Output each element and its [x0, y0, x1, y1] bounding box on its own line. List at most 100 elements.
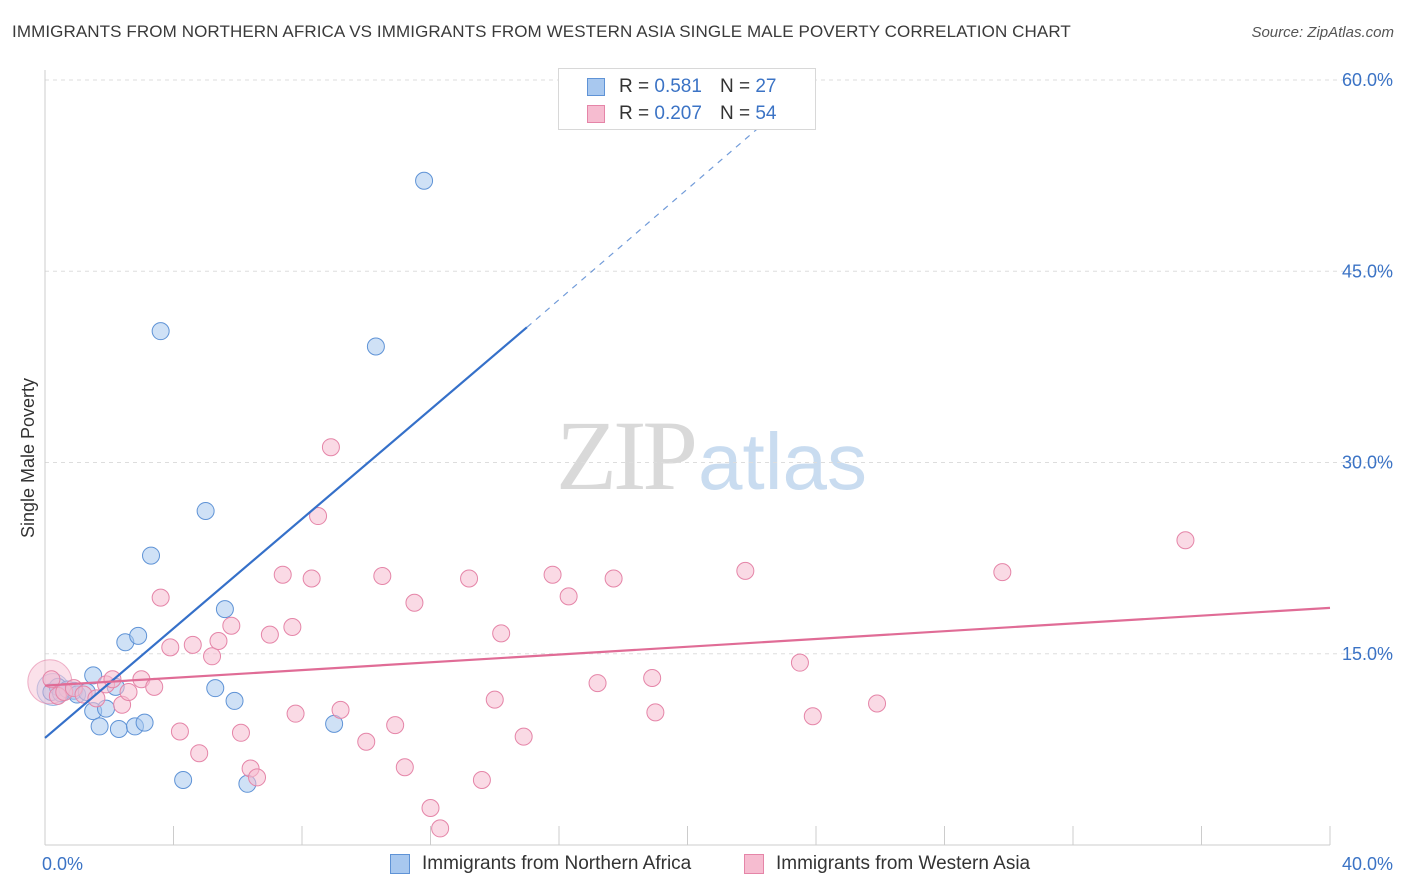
data-point — [993, 563, 1012, 582]
data-point — [386, 716, 405, 735]
data-point — [492, 624, 511, 643]
trend-line-western-asia — [44, 606, 1331, 687]
data-point — [42, 670, 61, 689]
trend-line-northern-africa-extension — [526, 99, 791, 328]
data-point — [415, 171, 434, 190]
data-point — [248, 768, 267, 787]
data-point — [273, 565, 292, 584]
data-point — [151, 322, 170, 341]
series-western-asia-points — [27, 438, 1195, 838]
data-point — [790, 653, 809, 672]
data-point — [135, 713, 154, 732]
watermark-zip: ZIP — [556, 400, 698, 511]
bottom-legend-label: Immigrants from Western Asia — [776, 853, 1031, 874]
legend-r-value: 0.581 — [654, 76, 702, 97]
data-point — [161, 638, 180, 657]
legend-row-northern-africa: R = 0.581 N = 27 — [587, 75, 776, 99]
legend-n-value: 54 — [755, 103, 777, 124]
data-point — [646, 703, 665, 722]
bottom-legend-swatch-pink — [744, 854, 764, 874]
data-point — [395, 758, 414, 777]
data-point — [170, 722, 189, 741]
watermark-atlas: atlas — [698, 417, 867, 506]
watermark: ZIPatlas — [556, 398, 867, 513]
x-tick-label: 40.0% — [1342, 854, 1393, 874]
legend-r-label: R = — [619, 76, 650, 97]
legend-r-label: R = — [619, 103, 650, 124]
data-point — [209, 632, 228, 650]
bottom-legend-label: Immigrants from Northern Africa — [422, 853, 692, 874]
data-point — [485, 690, 504, 709]
data-point — [283, 617, 302, 636]
data-point — [868, 694, 887, 713]
data-point — [142, 546, 161, 565]
data-point — [286, 704, 305, 723]
axes — [44, 70, 1331, 846]
data-point — [514, 727, 533, 746]
data-point — [421, 799, 440, 818]
legend-row-western-asia: R = 0.207 N = 54 — [587, 102, 776, 126]
data-point — [736, 561, 755, 580]
x-tick-label: 0.0% — [42, 854, 83, 874]
bottom-legend-swatch-blue — [390, 854, 410, 874]
y-tick-label: 15.0% — [1342, 644, 1393, 664]
legend-swatch-blue — [587, 78, 605, 96]
data-point — [643, 668, 662, 687]
data-point — [472, 770, 491, 789]
data-point — [87, 689, 106, 708]
data-point — [588, 674, 607, 693]
trend-lines — [44, 99, 1331, 739]
legend-n-value: 27 — [755, 76, 777, 97]
source-credit: Source: ZipAtlas.com — [1251, 24, 1394, 41]
bottom-legend-western-asia: Immigrants from Western Asia — [744, 852, 1030, 876]
data-point — [559, 587, 578, 606]
data-point — [206, 679, 225, 698]
data-point — [84, 666, 103, 685]
data-point — [151, 588, 170, 607]
data-point — [460, 569, 479, 588]
data-point — [109, 719, 128, 738]
data-point — [373, 566, 392, 585]
y-tick-label: 60.0% — [1342, 70, 1393, 90]
tick-labels: 15.0% 30.0% 45.0% 60.0% 0.0% 40.0% — [42, 70, 1393, 874]
legend-r-value: 0.207 — [654, 103, 702, 124]
data-point — [174, 770, 193, 789]
data-point — [119, 683, 138, 701]
data-point — [803, 707, 822, 726]
correlation-legend: R = 0.581 N = 27 R = 0.207 N = 54 — [558, 68, 816, 130]
data-point — [90, 717, 109, 736]
trend-line-northern-africa — [44, 326, 528, 739]
legend-swatch-pink — [587, 105, 605, 123]
data-point — [366, 337, 385, 356]
data-point — [203, 647, 222, 666]
y-tick-label: 45.0% — [1342, 261, 1393, 281]
data-point — [1176, 531, 1195, 550]
data-point — [309, 507, 328, 526]
chart-title: IMMIGRANTS FROM NORTHERN AFRICA VS IMMIG… — [12, 22, 1071, 41]
data-point — [129, 626, 148, 645]
data-point — [260, 625, 279, 644]
data-point — [321, 438, 340, 457]
bottom-legend-northern-africa: Immigrants from Northern Africa — [390, 852, 691, 876]
data-point — [431, 819, 450, 838]
grid-lines — [45, 79, 1392, 655]
y-tick-label: 30.0% — [1342, 453, 1393, 473]
data-point — [604, 569, 623, 588]
data-point — [331, 700, 350, 719]
data-point — [196, 501, 215, 520]
legend-n-label: N = — [719, 103, 751, 124]
data-point — [405, 593, 424, 612]
data-point — [145, 677, 164, 696]
data-point — [543, 565, 562, 584]
data-point — [231, 723, 250, 742]
data-point — [215, 600, 234, 619]
data-point — [183, 635, 202, 654]
y-axis-label: Single Male Poverty — [18, 378, 38, 538]
data-point — [222, 616, 241, 635]
legend-n-label: N = — [719, 76, 751, 97]
data-point — [225, 691, 244, 710]
data-point — [190, 744, 209, 763]
data-point — [357, 732, 376, 751]
data-point — [302, 569, 321, 588]
